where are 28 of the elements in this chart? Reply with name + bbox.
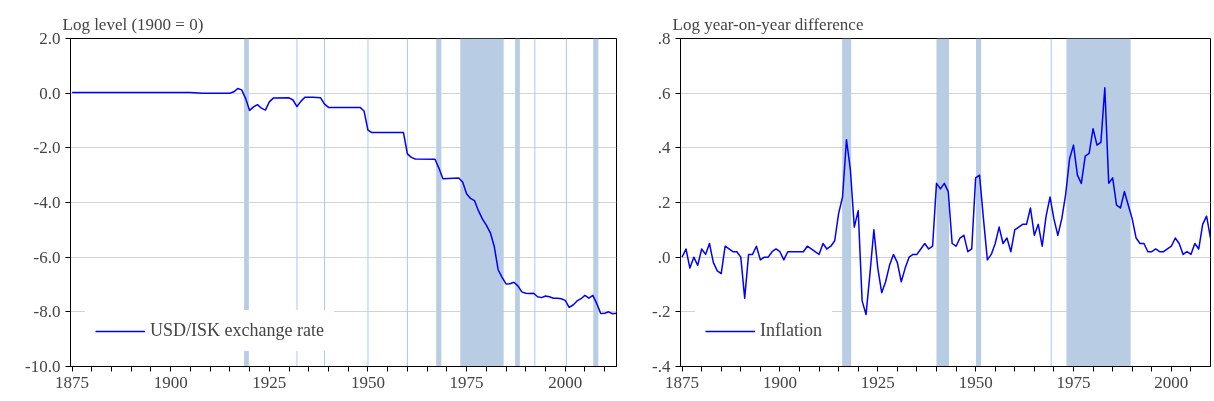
- x-tick-label: 1975: [1056, 372, 1091, 392]
- line-series: [681, 86, 1211, 316]
- x-tick-label: 1950: [958, 372, 993, 392]
- x-tick-label: 1975: [449, 372, 484, 392]
- y-tick-label: .2: [657, 193, 671, 212]
- line-series: [71, 87, 617, 315]
- y-tick-label: -.2: [652, 302, 671, 322]
- y-tick-label: 0.0: [39, 83, 61, 103]
- chart-title: Log level (1900 = 0): [62, 14, 204, 34]
- y-tick-label: -4.0: [33, 193, 61, 212]
- x-tick-label: 1925: [252, 372, 287, 392]
- x-tick-label: 2000: [1154, 372, 1189, 392]
- y-tick-label: .4: [657, 138, 671, 158]
- x-tick-label: 1950: [350, 372, 385, 392]
- x-tick-label: 1900: [153, 372, 188, 392]
- legend-label: Inflation: [760, 320, 822, 341]
- y-tick-label: 2.0: [39, 29, 61, 48]
- legend-label: USD/ISK exchange rate: [150, 320, 324, 341]
- x-tick-label: 2000: [548, 372, 583, 392]
- y-tick-label: -6.0: [33, 247, 61, 267]
- y-tick-label: .8: [657, 29, 671, 48]
- y-tick-label: -2.0: [33, 138, 61, 158]
- x-tick-label: 1900: [762, 372, 797, 392]
- y-tick-label: -8.0: [33, 302, 61, 322]
- x-tick-label: 1925: [860, 372, 895, 392]
- y-tick-label: .6: [657, 83, 671, 103]
- y-tick-label: .0: [657, 247, 671, 267]
- chart-title: Log year-on-year difference: [672, 14, 864, 34]
